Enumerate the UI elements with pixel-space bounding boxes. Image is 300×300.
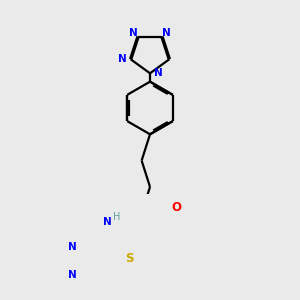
Text: N: N — [154, 68, 163, 78]
Text: H: H — [113, 212, 120, 222]
Text: S: S — [125, 252, 134, 265]
Text: N: N — [103, 217, 111, 226]
Text: N: N — [118, 54, 127, 64]
Text: N: N — [162, 28, 171, 38]
Text: O: O — [171, 201, 181, 214]
Text: N: N — [68, 270, 77, 280]
Text: N: N — [129, 28, 138, 38]
Text: N: N — [68, 242, 77, 252]
